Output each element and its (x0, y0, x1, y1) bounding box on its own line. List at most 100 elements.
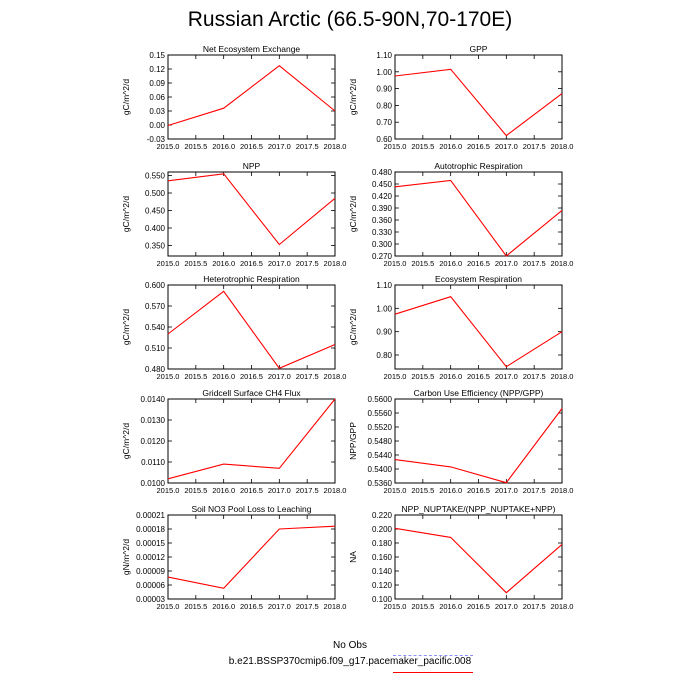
y-tick-label: 0.140 (372, 567, 393, 576)
y-tick-label: 0.09 (149, 79, 165, 88)
y-axis-label: gC/m^2/d (121, 309, 131, 345)
y-tick-label: 0.06 (149, 93, 165, 102)
x-tick-label: 2015.5 (184, 142, 207, 151)
x-tick-label: 2016.0 (212, 259, 235, 268)
x-tick-label: 2017.5 (523, 602, 546, 611)
chart-title: GPP (470, 44, 488, 54)
chart-title: Gridcell Surface CH4 Flux (202, 388, 301, 398)
y-tick-label: 0.5520 (368, 423, 393, 432)
chart-panel: Heterotrophic Respiration gC/m^2/d 0.480 0.… (121, 274, 346, 381)
series-line (167, 64, 336, 127)
y-tick-label: 0.5400 (368, 465, 393, 474)
x-tick-label: 2016.5 (240, 372, 263, 381)
y-tick-label: 0.180 (372, 539, 393, 548)
y-tick-label: 0.00021 (136, 511, 165, 520)
y-tick-label: 0.00018 (136, 525, 165, 534)
y-tick-label: 0.160 (372, 553, 393, 562)
series-line (167, 290, 336, 369)
chart-title: Autotrophic Respiration (434, 161, 523, 171)
y-tick-label: 0.5360 (368, 479, 393, 488)
x-tick-label: 2016.5 (467, 142, 490, 151)
series-line (167, 398, 336, 480)
x-tick-label: 2015.5 (411, 486, 434, 495)
x-tick-label: 2016.0 (439, 259, 462, 268)
x-tick-label: 2015.5 (411, 259, 434, 268)
x-tick-label: 2017.0 (495, 486, 518, 495)
x-tick-label: 2016.0 (439, 486, 462, 495)
y-tick-label: 0.60 (376, 135, 392, 144)
x-tick-label: 2015.0 (157, 142, 180, 151)
y-tick-label: 0.200 (372, 525, 393, 534)
y-tick-label: 0.550 (145, 172, 166, 181)
y-tick-label: 1.10 (376, 51, 392, 60)
y-tick-label: 0.00009 (136, 567, 165, 576)
y-tick-label: 0.15 (149, 51, 165, 60)
x-tick-label: 2018.0 (551, 259, 574, 268)
y-tick-label: 0.350 (145, 242, 166, 251)
chart-panel: Carbon Use Efficiency (NPP/GPP) NPP/GPP 0.… (348, 388, 573, 495)
x-tick-label: 2015.5 (184, 602, 207, 611)
y-tick-label: 0.480 (372, 168, 393, 177)
y-tick-label: 0.450 (372, 180, 393, 189)
x-tick-label: 2016.5 (467, 486, 490, 495)
chart-panel: Soil NO3 Pool Loss to Leaching gN/m^2/d 0.… (121, 504, 346, 611)
y-tick-label: 0.420 (372, 192, 393, 201)
chart-title: Ecosystem Respiration (435, 274, 522, 284)
plot-frame (167, 398, 336, 484)
chart-panel: Autotrophic Respiration gC/m^2/d 0.270 0.30… (348, 161, 573, 268)
chart-panel: Gridcell Surface CH4 Flux gC/m^2/d 0.0100 0… (121, 388, 346, 495)
x-tick-label: 2016.5 (240, 602, 263, 611)
x-tick-label: 2017.5 (523, 372, 546, 381)
y-tick-label: 0.330 (372, 228, 393, 237)
y-tick-label: 0.120 (372, 581, 393, 590)
x-tick-label: 2016.0 (439, 372, 462, 381)
x-tick-label: 2015.5 (411, 372, 434, 381)
x-tick-label: 2015.0 (157, 602, 180, 611)
x-tick-label: 2018.0 (551, 486, 574, 495)
series-line (167, 173, 336, 246)
y-tick-label: 0.00003 (136, 595, 165, 604)
x-tick-label: 2015.5 (411, 142, 434, 151)
chart-panel: NPP_NUPTAKE/(NPP_NUPTAKE+NPP) NA 0.100 0.12… (348, 504, 573, 611)
x-tick-label: 2017.0 (268, 372, 291, 381)
x-tick-label: 2018.0 (551, 142, 574, 151)
x-tick-label: 2016.0 (212, 142, 235, 151)
y-tick-label: 0.5440 (368, 451, 393, 460)
y-tick-label: 0.00012 (136, 553, 165, 562)
y-tick-label: 0.12 (149, 65, 165, 74)
chart-title: NPP_NUPTAKE/(NPP_NUPTAKE+NPP) (402, 504, 556, 514)
y-axis-label: gC/m^2/d (348, 309, 358, 345)
x-tick-label: 2017.5 (296, 259, 319, 268)
y-tick-label: 1.10 (376, 281, 392, 290)
y-tick-label: 0.450 (145, 207, 166, 216)
legend-model-label: b.e21.BSSP370cmip6.f09_g17.pacemaker_pac… (228, 656, 472, 667)
legend-model-line (393, 672, 473, 673)
x-tick-label: 2015.0 (157, 486, 180, 495)
y-tick-label: -0.03 (147, 135, 166, 144)
chart-panel: Ecosystem Respiration gC/m^2/d 0.80 0.90 1.0… (348, 274, 573, 381)
y-tick-label: 0.500 (145, 189, 166, 198)
x-tick-label: 2017.0 (495, 259, 518, 268)
x-tick-label: 2017.5 (523, 259, 546, 268)
chart-title: NPP (243, 161, 261, 171)
y-tick-label: 0.90 (376, 328, 392, 337)
x-tick-label: 2017.0 (268, 142, 291, 151)
x-tick-label: 2016.0 (212, 602, 235, 611)
x-tick-label: 2015.0 (384, 372, 407, 381)
legend-obs-label: No Obs (333, 640, 367, 651)
y-tick-label: 0.360 (372, 216, 393, 225)
x-tick-label: 2018.0 (324, 486, 347, 495)
legend-obs-line (393, 655, 473, 656)
x-tick-label: 2016.5 (240, 259, 263, 268)
y-tick-label: 0.100 (372, 595, 393, 604)
y-axis-label: gC/m^2/d (121, 423, 131, 459)
x-tick-label: 2017.5 (523, 486, 546, 495)
x-tick-label: 2015.5 (411, 602, 434, 611)
y-tick-label: 0.0140 (141, 395, 166, 404)
series-line (394, 408, 563, 484)
chart-title: Carbon Use Efficiency (NPP/GPP) (414, 388, 544, 398)
y-tick-label: 0.600 (145, 281, 166, 290)
y-axis-label: gN/m^2/d (121, 539, 131, 575)
x-tick-label: 2015.0 (384, 142, 407, 151)
chart-title: Soil NO3 Pool Loss to Leaching (191, 504, 311, 514)
